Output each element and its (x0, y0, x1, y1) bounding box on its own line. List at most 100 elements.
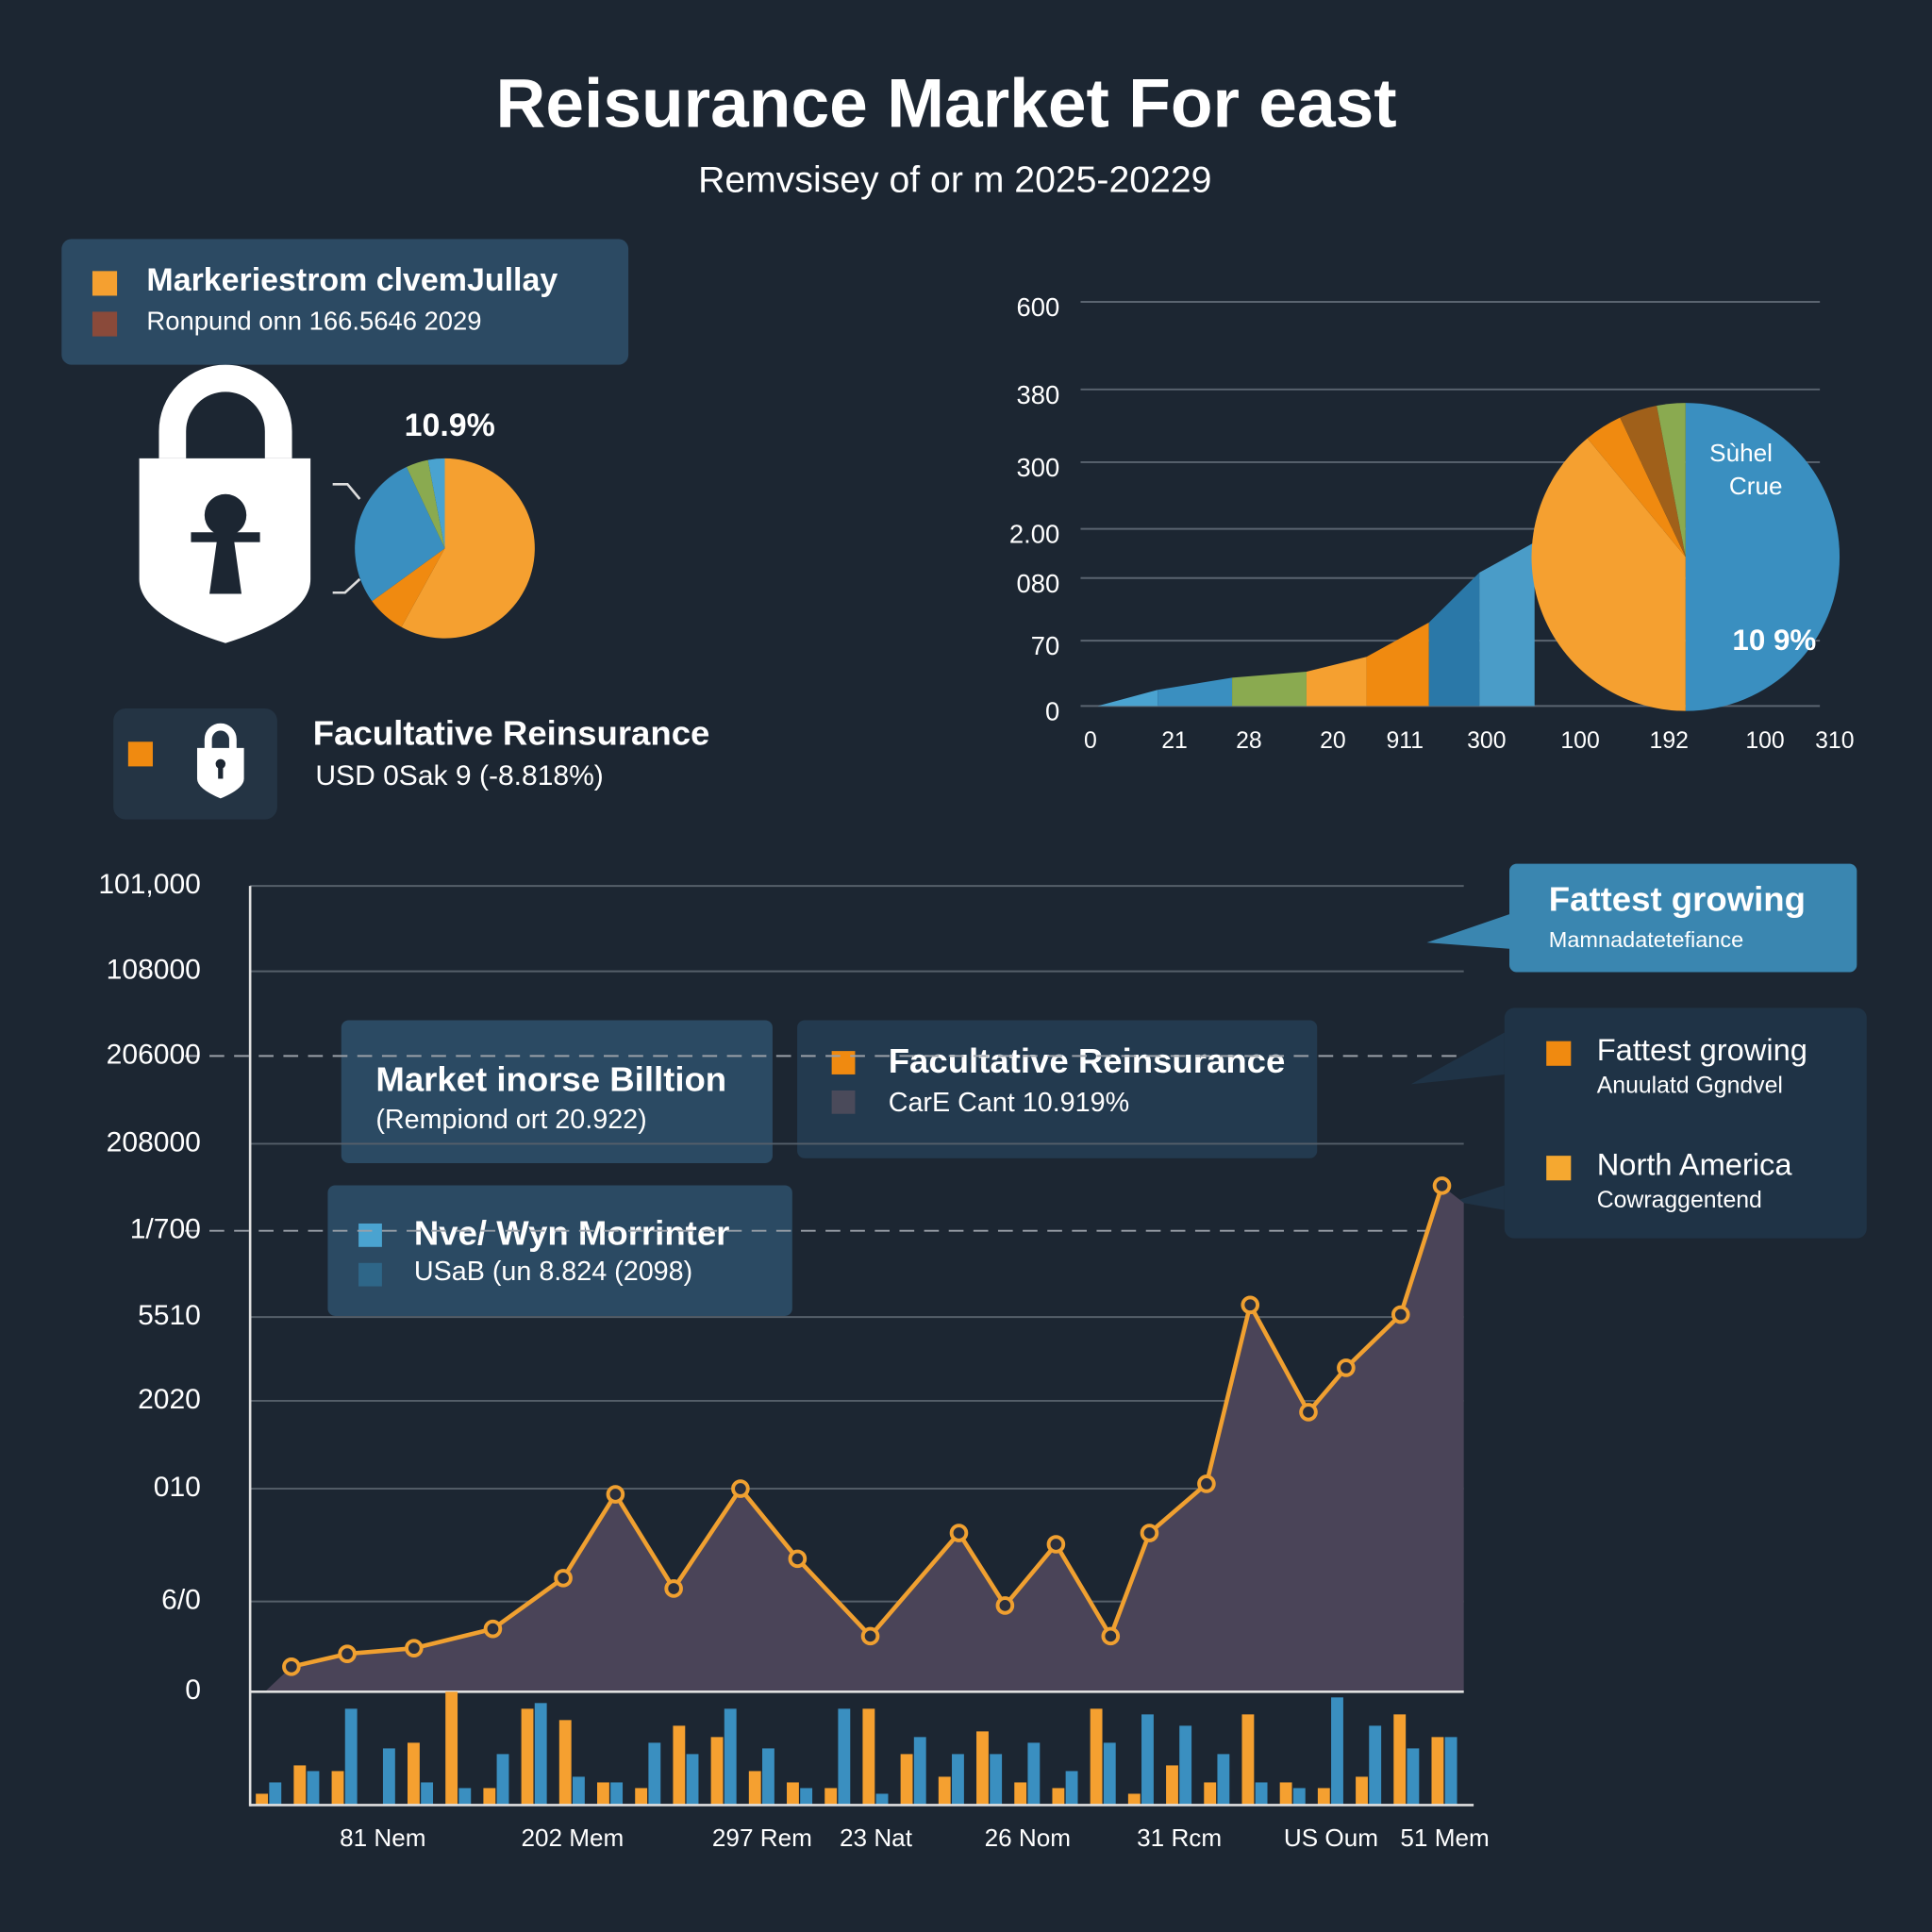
bar (307, 1771, 320, 1806)
bar (1141, 1714, 1154, 1806)
line-fill (264, 1185, 1464, 1692)
line-point (606, 1485, 625, 1504)
area-band (1479, 541, 1535, 707)
y-tick-label: 1/700 (130, 1214, 201, 1245)
feature-title: Facultative Reinsurance (313, 713, 710, 752)
legend-swatch (92, 271, 118, 296)
bar (1103, 1742, 1116, 1806)
area-band (1366, 622, 1429, 707)
legend-label: Markeriestrom clvemJullay (146, 262, 558, 298)
y-tick-label: 5510 (138, 1300, 201, 1331)
area-band (1158, 677, 1233, 707)
bar (800, 1788, 813, 1806)
line-point (1197, 1474, 1216, 1493)
bar (407, 1742, 420, 1806)
line-point (1337, 1358, 1356, 1377)
line-point (483, 1619, 503, 1639)
line-point (1046, 1535, 1066, 1554)
x-tick-label: 21 (1161, 728, 1188, 754)
x-tick-label: 300 (1467, 728, 1506, 754)
area-band (1306, 657, 1367, 707)
x-tick-label: 51 Mem (1400, 1824, 1489, 1852)
x-tick-label: 31 Rcm (1137, 1824, 1222, 1852)
bar (1027, 1742, 1041, 1806)
bar (256, 1793, 269, 1806)
bar (1179, 1725, 1192, 1806)
y-tick-label: 300 (1017, 453, 1060, 482)
callout-title: Nve/ Wyn Morrinter (414, 1214, 730, 1253)
connector (332, 482, 361, 594)
callout-title: Market inorse Billtion (375, 1059, 726, 1098)
callout-swatch (358, 1262, 382, 1287)
line-point (554, 1569, 573, 1588)
bar (648, 1742, 661, 1806)
small-lock-icon (196, 723, 244, 799)
callout-pointer (1426, 914, 1509, 949)
y-tick-label: 70 (1031, 631, 1059, 660)
title: Reisurance Market For east (496, 65, 1397, 142)
bar (610, 1782, 624, 1806)
x-tick-label: 100 (1745, 728, 1784, 754)
bar (445, 1691, 458, 1806)
lock-icon (139, 364, 311, 643)
legend-subtitle: Cowraggentend (1597, 1188, 1762, 1213)
bar (421, 1782, 434, 1806)
line-point (1140, 1524, 1159, 1542)
pie-slice (372, 548, 445, 627)
y-tick-label: 380 (1017, 380, 1060, 409)
x-tick-label: 310 (1815, 728, 1854, 754)
bar (1331, 1697, 1343, 1806)
bar (1317, 1788, 1330, 1806)
callout-title: Fattest growing (1549, 880, 1806, 919)
callout-subtitle: USaB (un 8.824 (2098) (414, 1257, 692, 1287)
y-tick-label: 2.00 (1009, 520, 1059, 549)
line-point (731, 1479, 750, 1498)
callout-subtitle: Mamnadatetefiance (1549, 927, 1743, 952)
legend-title: Fattest growing (1597, 1032, 1807, 1067)
bar (458, 1788, 472, 1806)
pie-slice (1620, 405, 1686, 558)
x-tick-label: 28 (1236, 728, 1262, 754)
pie-annotation: 10.9% (405, 408, 495, 443)
bar (1407, 1748, 1420, 1806)
legend-label: Ronpund onn 166.5646 2029 (146, 306, 481, 335)
y-tick-label: 2020 (138, 1384, 201, 1415)
pie-slice (401, 458, 535, 639)
bar (761, 1748, 774, 1806)
bar (1292, 1788, 1306, 1806)
bar (1065, 1771, 1078, 1806)
line-point (1299, 1403, 1318, 1422)
callout-box (797, 1020, 1318, 1158)
line-point (949, 1524, 969, 1542)
line-point (405, 1639, 424, 1657)
bar (534, 1703, 547, 1806)
y-tick-label: 080 (1017, 569, 1060, 598)
line-point (1101, 1626, 1121, 1646)
pie-slice (1587, 417, 1686, 558)
bar (344, 1708, 358, 1806)
bar (938, 1776, 951, 1806)
callout-title: Facultative Reinsurance (889, 1041, 1286, 1080)
bar (496, 1754, 509, 1806)
bar (824, 1788, 838, 1806)
bar (1166, 1765, 1178, 1806)
feature-swatch (127, 741, 153, 767)
bar (862, 1708, 875, 1806)
bar (1090, 1708, 1103, 1806)
y-tick-label: 6/0 (161, 1585, 201, 1616)
bar (1014, 1782, 1027, 1806)
x-tick-label: 0 (1084, 728, 1097, 754)
y-tick-label: 108000 (107, 955, 201, 986)
bar (724, 1708, 737, 1806)
callout-box (1509, 863, 1857, 973)
x-tick-label: 23 Nat (840, 1824, 913, 1852)
bar (382, 1748, 395, 1806)
bar (1444, 1737, 1457, 1806)
x-tick-label: US Oum (1284, 1824, 1378, 1852)
area-band (1232, 671, 1307, 707)
x-tick-label: 297 Rem (712, 1824, 812, 1852)
bar (1052, 1788, 1065, 1806)
line-point (1432, 1176, 1452, 1195)
bar (483, 1788, 496, 1806)
